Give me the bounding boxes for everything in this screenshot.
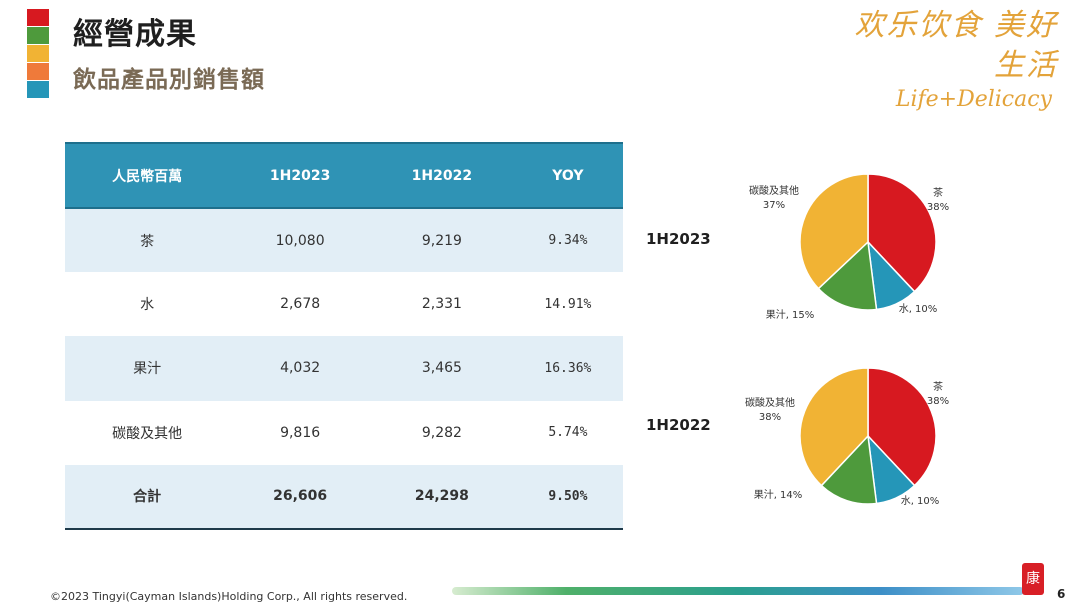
accent-bar-orange: [27, 63, 49, 80]
pie-slice-juice: [817, 240, 878, 311]
sales-table: 人民幣百萬 1H2023 1H2022 YOY 茶 10,080 9,219 9…: [65, 142, 623, 530]
row-label: 茶: [65, 208, 230, 273]
row-1h2023: 9,816: [280, 424, 321, 441]
pie-label-tea: 茶 38%: [927, 380, 949, 407]
page-title: 經營成果: [73, 17, 197, 52]
brand-logo: 欢乐饮食 美好生活 Life+Delicacy: [838, 6, 1058, 112]
pie-slice-juice: [820, 434, 878, 505]
row-1h2022: 3,465: [371, 336, 513, 401]
brand-slogan-chinese: 欢乐饮食 美好生活: [854, 8, 1058, 83]
row-yoy: 5.74%: [548, 425, 588, 441]
row-label: 水: [140, 297, 155, 314]
pie-slice-tea: [867, 173, 937, 293]
total-1h2022: 24,298: [371, 464, 513, 530]
pie-label-juice: 果汁, 15%: [766, 308, 815, 321]
accent-bar-red: [27, 9, 49, 26]
table-row-water: 水 2,678 2,331 14.91%: [65, 272, 623, 336]
page-subtitle: 飲品產品別銷售額: [73, 67, 265, 93]
row-yoy: 9.34%: [512, 208, 623, 273]
header-1h2023: 1H2023: [229, 142, 371, 209]
accent-bar-blue: [27, 81, 49, 98]
table-row-carbonated: 碳酸及其他 9,816 9,282 5.74%: [65, 401, 623, 465]
page-number: 6: [1057, 587, 1066, 601]
header-yoy: YOY: [512, 142, 623, 209]
total-1h2023: 26,606: [229, 464, 371, 530]
row-yoy: 14.91%: [544, 296, 592, 312]
pie-label-carbonated: 碳酸及其他 37%: [749, 184, 799, 211]
table-row-tea: 茶 10,080 9,219 9.34%: [65, 208, 623, 273]
brand-slogan-english: Life+Delicacy: [895, 87, 1052, 112]
header-unit: 人民幣百萬: [65, 142, 230, 209]
row-label: 果汁: [65, 336, 230, 401]
accent-bar-yellow: [27, 45, 49, 62]
row-label: 碳酸及其他: [112, 425, 183, 442]
pie-label-juice: 果汁, 14%: [754, 488, 803, 501]
pie-label-carbonated: 碳酸及其他 38%: [745, 396, 795, 423]
pie-slice-carbonated: [799, 367, 869, 487]
row-yoy: 16.36%: [512, 336, 623, 401]
row-1h2023: 2,678: [280, 296, 321, 313]
row-1h2022: 2,331: [421, 296, 462, 313]
pie-slice-carbonated: [799, 173, 869, 290]
row-1h2023: 10,080: [229, 208, 371, 273]
seal-logo: 康: [1022, 563, 1044, 595]
total-label: 合計: [65, 464, 230, 530]
accent-bar-green: [27, 27, 49, 44]
table-row-total: 合計 26,606 24,298 9.50%: [65, 464, 623, 530]
row-1h2023: 4,032: [229, 336, 371, 401]
pie-title-1h2023: 1H2023: [646, 230, 711, 248]
table-row-juice: 果汁 4,032 3,465 16.36%: [65, 336, 623, 401]
pie-slice-tea: [867, 367, 937, 487]
pie-label-tea: 茶 38%: [927, 186, 949, 213]
footer-brush-stroke: [452, 587, 1024, 595]
pie-label-water: 水, 10%: [899, 303, 938, 315]
row-1h2022: 9,219: [371, 208, 513, 273]
table-header-row: 人民幣百萬 1H2023 1H2022 YOY: [65, 142, 623, 209]
copyright-text: ©2023 Tingyi(Cayman Islands)Holding Corp…: [50, 590, 408, 603]
pie-title-1h2022: 1H2022: [646, 416, 711, 434]
accent-color-bars: [27, 9, 49, 99]
total-yoy: 9.50%: [512, 464, 623, 530]
pie-chart-1h2023: 茶 38% 水, 10% 果汁, 15% 碳酸及其他 37%: [749, 173, 949, 321]
row-1h2022: 9,282: [421, 424, 462, 441]
pie-label-water: 水, 10%: [901, 495, 940, 507]
pie-charts: 茶 38% 水, 10% 果汁, 15% 碳酸及其他 37% 茶 38% 水, 10% 果汁, …: [745, 173, 949, 507]
pie-chart-1h2022: 茶 38% 水, 10% 果汁, 14% 碳酸及其他 38%: [745, 367, 949, 507]
header-1h2022: 1H2022: [371, 142, 513, 209]
